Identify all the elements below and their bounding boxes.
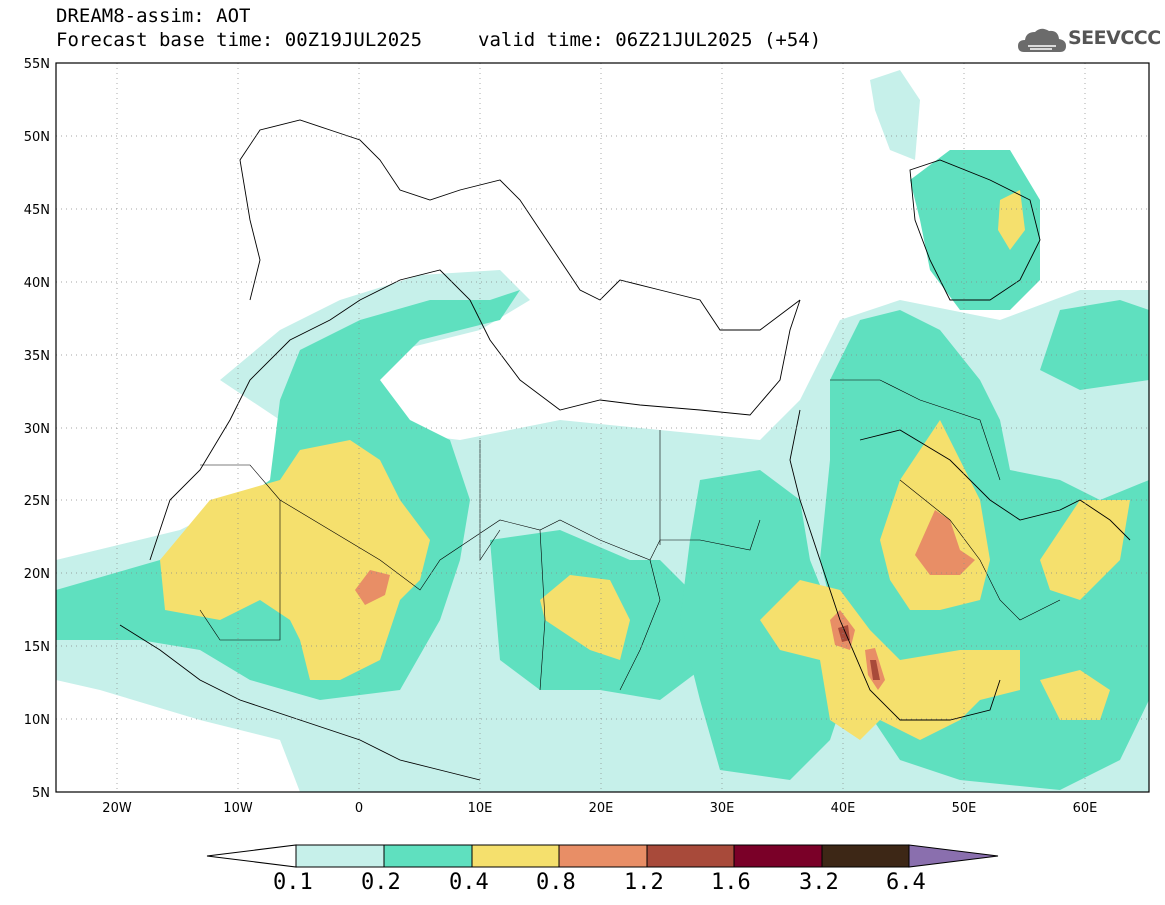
forecast-base-time: Forecast base time: 00Z19JUL2025 (56, 29, 423, 51)
x-tick-label: 10E (468, 801, 493, 816)
y-tick-label: 55N (24, 57, 50, 72)
y-tick-label: 50N (24, 130, 50, 145)
y-tick-label: 15N (24, 640, 50, 655)
y-axis-labels: 55N 50N 45N 40N 35N 30N 25N 20N 15N 10N … (24, 57, 50, 801)
x-tick-label: 50E (952, 801, 977, 816)
cloud-icon (1018, 28, 1066, 52)
map-title: DREAM8-assim: AOT (56, 5, 251, 27)
colorbar (206, 844, 999, 868)
seevccc-logo: SEEVCCC (1068, 27, 1161, 49)
country-borders (199, 379, 1061, 691)
x-tick-label: 30E (710, 801, 735, 816)
colorbar-label: 1.6 (711, 870, 751, 895)
colorbar-swatch (383, 844, 473, 868)
x-tick-label: 40E (831, 801, 856, 816)
y-tick-label: 45N (24, 203, 50, 218)
colorbar-label: 0.1 (273, 870, 313, 895)
colorbar-label: 3.2 (799, 870, 839, 895)
aot-contour-0-8 (355, 510, 975, 690)
aot-contour-0-4 (160, 190, 1130, 740)
colorbar-left-arrow (206, 844, 297, 868)
colorbar-swatch (471, 844, 560, 868)
y-tick-label: 40N (24, 276, 50, 291)
colorbar-swatch (558, 844, 648, 868)
colorbar-swatch (821, 844, 910, 868)
colorbar-right-arrow (908, 844, 999, 868)
colorbar-swatch (733, 844, 823, 868)
colorbar-swatch (295, 844, 385, 868)
x-tick-label: 20E (589, 801, 614, 816)
colorbar-swatch (646, 844, 735, 868)
colorbar-label: 0.8 (536, 870, 576, 895)
y-tick-label: 5N (32, 786, 50, 801)
map-frame (55, 62, 1150, 793)
colorbar-label: 0.2 (361, 870, 401, 895)
x-tick-label: 20W (102, 801, 132, 816)
y-tick-label: 20N (24, 567, 50, 582)
valid-time: valid time: 06Z21JUL2025 (+54) (478, 29, 822, 51)
x-axis-labels: 20W 10W 0 10E 20E 30E 40E 50E 60E (102, 801, 1097, 816)
y-tick-label: 10N (24, 713, 50, 728)
y-tick-label: 35N (24, 349, 50, 364)
x-tick-label: 0 (355, 801, 363, 816)
x-tick-label: 60E (1073, 801, 1098, 816)
x-tick-label: 10W (223, 801, 253, 816)
colorbar-label: 1.2 (624, 870, 664, 895)
aot-contour-1-2 (838, 625, 880, 680)
gridlines (56, 63, 1149, 792)
colorbar-label: 0.4 (449, 870, 489, 895)
colorbar-label: 6.4 (886, 870, 926, 895)
y-tick-label: 30N (24, 422, 50, 437)
coastlines (119, 119, 1131, 781)
y-tick-label: 25N (24, 494, 50, 509)
